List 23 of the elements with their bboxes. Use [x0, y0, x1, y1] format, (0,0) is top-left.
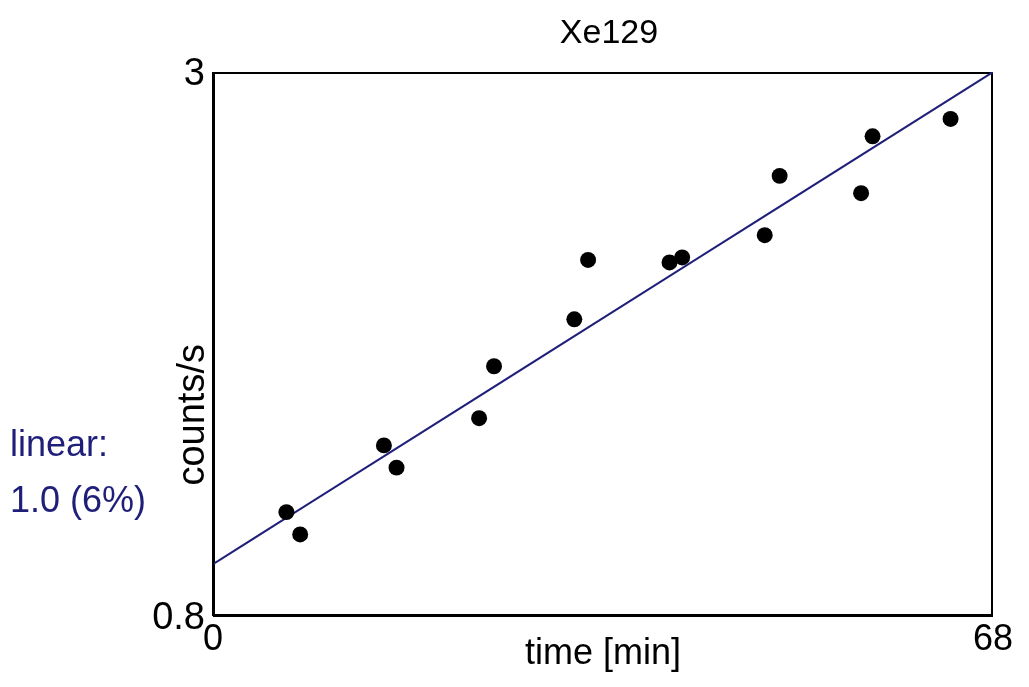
- point: [942, 111, 959, 127]
- point: [853, 185, 870, 202]
- point: [375, 437, 392, 454]
- text: 1.0 (6%): [10, 478, 147, 522]
- point: [278, 504, 295, 521]
- chart-title: Xe129: [558, 12, 660, 51]
- point: [771, 167, 788, 184]
- text: linear:: [10, 422, 110, 466]
- point: [566, 311, 583, 328]
- point: [471, 410, 488, 427]
- point: [756, 227, 773, 244]
- x-tick-label: 68: [972, 616, 1014, 658]
- point: [661, 254, 678, 271]
- x-axis-title: time [min]: [524, 631, 682, 672]
- y-axis-title: counts/s: [170, 344, 213, 486]
- point: [486, 358, 503, 375]
- point: [674, 249, 691, 266]
- point: [388, 459, 405, 476]
- point: [864, 128, 881, 145]
- y-tick-label: 0.8: [152, 595, 205, 638]
- point: [292, 526, 309, 543]
- y-tick-label: 3: [183, 51, 205, 94]
- point: [580, 251, 597, 268]
